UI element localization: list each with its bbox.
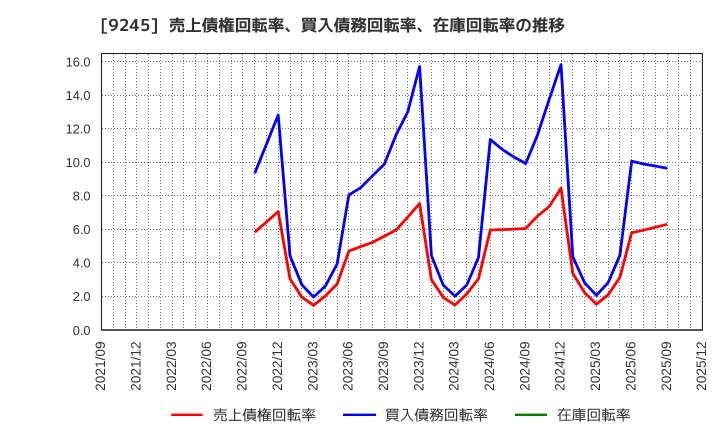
svg-text:2.0: 2.0 xyxy=(73,289,91,304)
svg-text:12.0: 12.0 xyxy=(66,121,91,136)
svg-text:2025/06: 2025/06 xyxy=(623,341,638,391)
svg-text:2025/03: 2025/03 xyxy=(588,341,603,391)
svg-text:2021/09: 2021/09 xyxy=(93,341,108,390)
svg-text:2023/12: 2023/12 xyxy=(411,341,426,390)
svg-text:2025/09: 2025/09 xyxy=(659,341,674,390)
svg-text:2021/12: 2021/12 xyxy=(129,341,144,390)
svg-text:2023/09: 2023/09 xyxy=(376,341,391,390)
svg-text:2025/12: 2025/12 xyxy=(694,341,709,390)
svg-text:10.0: 10.0 xyxy=(66,155,91,170)
svg-text:2024/09: 2024/09 xyxy=(517,341,532,390)
svg-text:2022/03: 2022/03 xyxy=(164,341,179,391)
svg-text:2022/09: 2022/09 xyxy=(235,341,250,390)
svg-text:16.0: 16.0 xyxy=(66,54,91,69)
svg-text:0.0: 0.0 xyxy=(73,323,91,338)
svg-text:4.0: 4.0 xyxy=(73,256,91,271)
svg-text:2023/03: 2023/03 xyxy=(305,341,320,391)
svg-text:2024/06: 2024/06 xyxy=(482,341,497,391)
svg-text:6.0: 6.0 xyxy=(73,222,91,237)
svg-text:2022/12: 2022/12 xyxy=(270,341,285,390)
svg-text:2024/03: 2024/03 xyxy=(447,341,462,391)
svg-text:14.0: 14.0 xyxy=(66,88,91,103)
svg-text:8.0: 8.0 xyxy=(73,189,91,204)
svg-text:2023/06: 2023/06 xyxy=(341,341,356,391)
svg-text:2024/12: 2024/12 xyxy=(553,341,568,390)
svg-text:2022/06: 2022/06 xyxy=(199,341,214,391)
